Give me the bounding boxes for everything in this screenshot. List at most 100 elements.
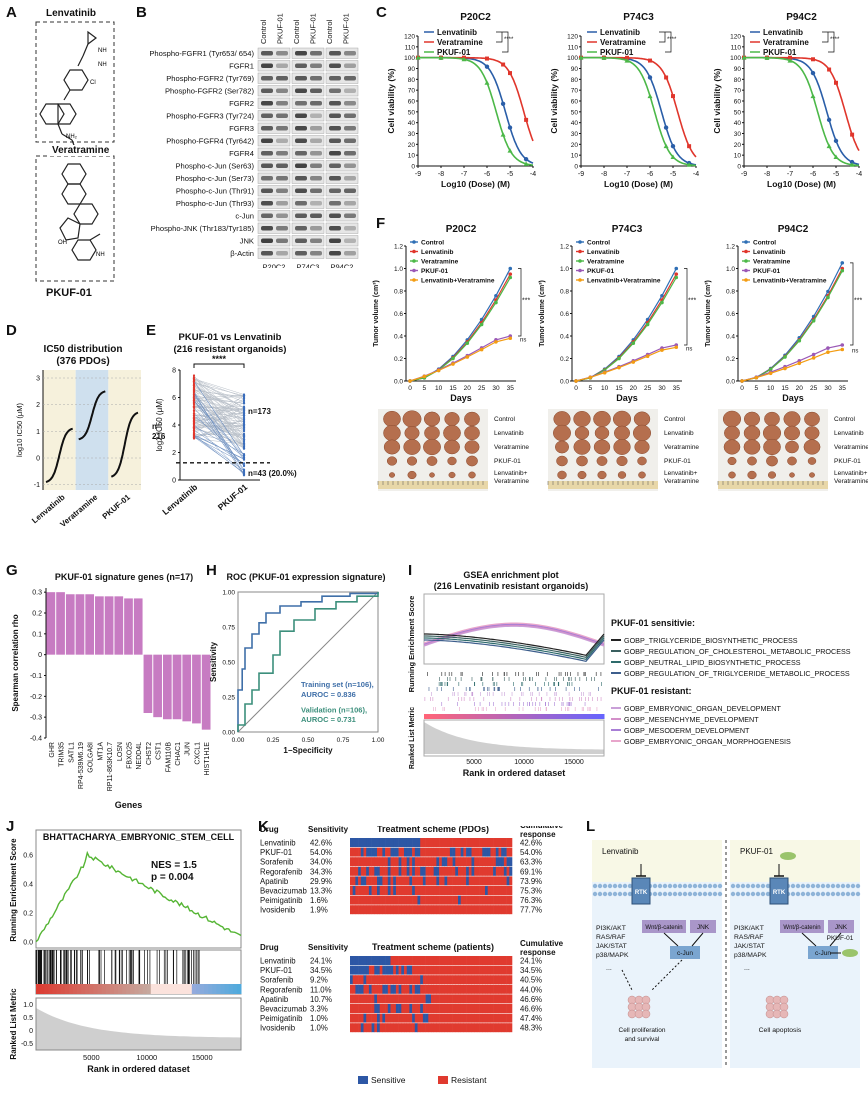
y-tick-label: 30 [408,131,416,138]
y-tick-label: 0.0 [23,940,33,947]
drug-name: PKUF-01 [260,966,292,975]
rank-gradient [89,984,94,994]
drug-name: Ivosidenib [260,906,296,915]
x-tick-label: 25 [644,385,652,392]
scheme-cell [474,1004,478,1013]
panel-label-a: A [6,4,17,21]
x-tick-label: 25 [478,385,486,392]
scheme-cell [382,994,386,1004]
scheme-cell [455,956,459,965]
legend-label: Veratramine [421,259,459,266]
scheme-cell [393,857,397,867]
y-tick-label: 40 [571,120,579,127]
photo-row-label: Control [834,416,856,423]
membrane-bead [692,883,698,889]
photo-row-label: Control [494,416,516,423]
scheme-cell [374,984,378,994]
scheme-cell [458,975,461,985]
scheme-cell [422,1023,426,1033]
y-tick-label: 80 [734,77,742,84]
membrane-bead [840,883,846,889]
drug-sensitivity: 3.3% [310,1005,328,1014]
scheme-cell [352,965,356,975]
rank-gradient [163,984,168,994]
scheme-cell [471,994,475,1004]
blot-strip [325,197,359,209]
pair-line [193,427,245,445]
rank-gradient [586,714,590,719]
drug-sensitivity: 9.2% [310,976,328,985]
scheme-cell [366,838,370,847]
rank-gradient [508,714,512,719]
rank-gradient [216,984,221,994]
scheme-cell [476,905,480,915]
pair-line [193,407,245,467]
resistant-pathway: GOBP_EMBRYONIC_ORGAN_MORPHOGENESIS [624,737,791,746]
roc-curve [237,592,379,732]
jnk-label: JNK [697,924,710,931]
chart-title: P74C3 [623,12,654,23]
blot-band [310,113,322,118]
scheme-cell [395,956,399,965]
scheme-cell [385,895,389,905]
scheme-cell [482,876,486,886]
rank-gradient [48,984,53,994]
scheme-cell [506,876,510,886]
blot-svg: Control PKUF-01 Control PKUF-01 Control PKUF-… [149,13,359,272]
es-frame [423,593,605,665]
drug-sensitivity: 13.3% [310,887,332,896]
scheme-cell [414,1013,418,1023]
scheme-cell [466,905,470,915]
photo-row-label: Control [664,416,686,423]
pathway-label: RAS/RAF [734,934,763,941]
scheme-cell [509,1023,513,1033]
scheme-cell [404,1004,407,1013]
y-tick-label: 0.6 [394,311,403,318]
scheme-cell [404,965,407,975]
blot-band [276,126,288,131]
scheme-cell [355,905,359,915]
scheme-cell [374,876,378,886]
scheme-cell [460,876,464,886]
membrane-bead [825,883,831,889]
blot-band [310,251,322,256]
scheme-cell [452,956,456,965]
blot-strip [291,247,325,259]
scheme-cell [398,1004,402,1013]
gene-label: NEDD4L [136,742,143,770]
scheme-cell [401,975,405,985]
scheme-cell [387,956,391,965]
scheme-cell [482,838,486,847]
pathway-label: p38/MAPK [596,952,629,959]
rtk-receptor [631,877,651,905]
scheme-cell [406,866,410,876]
membrane-bead [800,883,806,889]
blot-column-label: Control [325,19,334,44]
drug-name: Bevacizumab [260,887,307,896]
scheme-cell [447,956,451,965]
resistant-pathway: GOBP_EMBRYONIC_ORGAN_DEVELOPMENT [624,704,781,713]
tumor-sample [787,456,797,466]
blot-strip [291,160,325,172]
drug-sensitivity: 11.0% [310,985,332,994]
col-header: Drug [260,943,279,952]
scheme-cell [428,895,432,905]
scheme-cell [468,975,472,985]
gene-bar [46,592,56,655]
data-point [192,409,196,413]
tumor-sample [614,425,630,441]
tumor-sample [766,455,778,467]
scheme-cell [487,1023,491,1033]
legend-label: Veratramine [600,38,646,47]
scheme-cell [493,956,497,965]
membrane-bead [607,891,613,897]
scheme-cell [371,965,375,975]
scheme-cell [458,905,461,915]
scheme-cell [414,847,418,857]
rank-gradient [544,714,548,719]
es-curve-resistant [423,622,605,644]
data-point [625,55,629,60]
scheme-cell [420,1004,424,1013]
scheme-cell [404,886,407,895]
scheme-cell [503,886,507,895]
